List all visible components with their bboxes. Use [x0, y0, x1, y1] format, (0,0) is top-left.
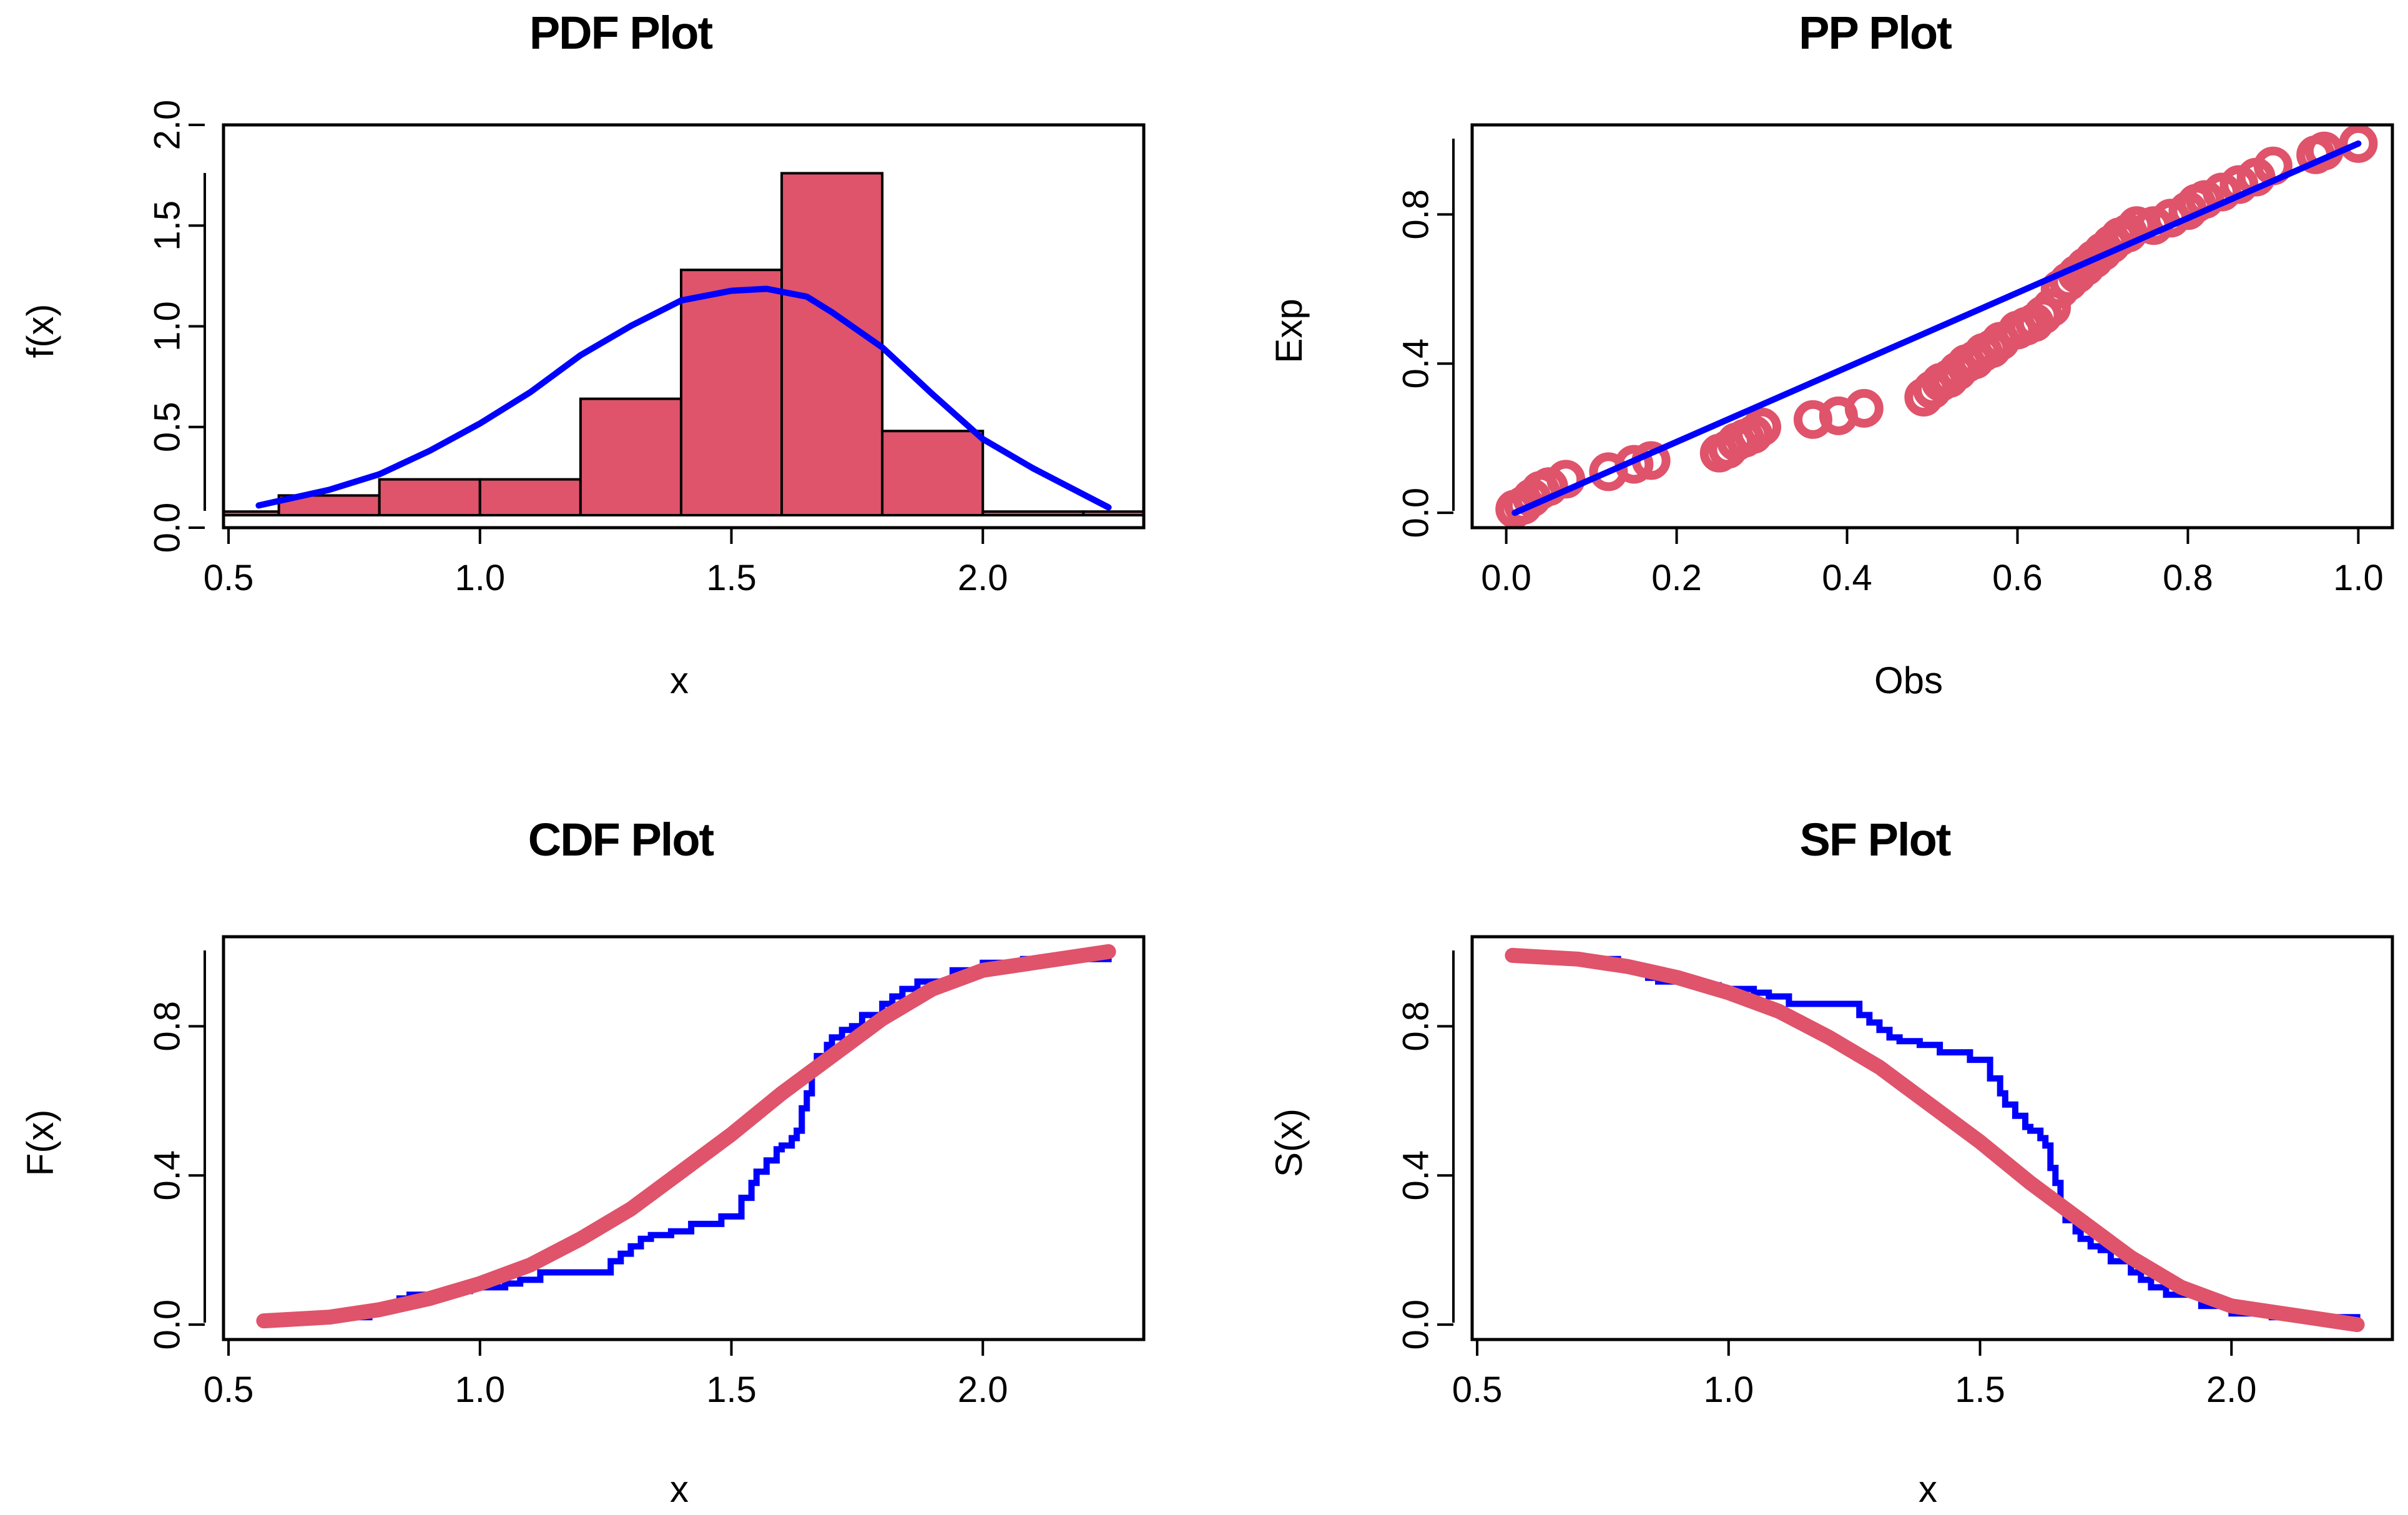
pdf-histogram-bar: [981, 510, 1085, 517]
cdf-y-tick-label: 0.4: [147, 1150, 188, 1201]
sf-y-axis-label: S(x): [1268, 1108, 1310, 1177]
pp-x-tick-label: 0.2: [1651, 558, 1702, 598]
pp-y-tick-label: 0.8: [1396, 189, 1437, 240]
sf-y-tick-label: 0.0: [1396, 1300, 1437, 1350]
pdf-histogram-bar: [378, 478, 481, 516]
pp-reference-line: [1511, 140, 2362, 516]
cdf-x-axis-label: x: [670, 1468, 689, 1510]
pp-point: [1546, 460, 1586, 499]
pdf-x-tick-label: 2.0: [958, 558, 1008, 598]
sf-x-tick-label: 1.0: [1703, 1369, 1754, 1410]
pdf-fitted-density-line: [255, 285, 1112, 511]
pdf-histogram-bar: [1082, 510, 1145, 517]
pdf-x-tick-label: 0.5: [204, 558, 254, 598]
sf-y-tick-label: 0.4: [1396, 1150, 1437, 1201]
cdf-y-axis-label: F(x): [19, 1110, 61, 1177]
pp-y-tick-label: 0.0: [1396, 488, 1437, 538]
sf-x-tick-label: 0.5: [1452, 1369, 1503, 1410]
pdf-histogram-bar: [679, 269, 784, 516]
pp-panel: PP Plot 0.0 0.2 0.4 0.6 0.8 1.0 0.0 0.4 0.8 Obs…: [1268, 7, 2394, 701]
pdf-histogram-bar: [780, 172, 884, 516]
pdf-title: PDF Plot: [529, 7, 713, 59]
pp-x-tick-label: 0.6: [1992, 558, 2043, 598]
pdf-histogram-bar: [478, 478, 582, 516]
cdf-fitted-line: [256, 944, 1116, 1329]
pp-point: [2339, 124, 2378, 163]
sf-y-axis: 0.0 0.4 0.8: [1396, 950, 1455, 1350]
cdf-x-tick-label: 0.5: [204, 1369, 254, 1410]
cdf-x-axis: 0.5 1.0 1.5 2.0: [204, 1338, 1008, 1410]
pdf-x-axis-label: x: [670, 659, 689, 701]
cdf-panel: CDF Plot 0.5 1.0 1.5 2.0 0.0 0.4 0.8 x F(x): [19, 814, 1146, 1510]
pp-y-axis: 0.0 0.4 0.8: [1396, 139, 1455, 538]
pdf-y-tick-label: 1.5: [147, 200, 188, 251]
pdf-y-axis: 0.0 0.5 1.0 1.5 2.0: [147, 100, 206, 553]
cdf-x-tick-label: 1.0: [455, 1369, 505, 1410]
pp-point: [1742, 407, 1782, 447]
sf-title: SF Plot: [1800, 814, 1951, 866]
pdf-panel: PDF Plot 0.5 1.0 1.5 2.0 0.00.51.01.52.0 x …: [19, 7, 1146, 701]
pp-x-tick-label: 0.0: [1481, 558, 1531, 598]
pdf-y-axis-label: f(x): [19, 304, 61, 358]
pp-x-axis-label: Obs: [1874, 659, 1943, 701]
pp-title: PP Plot: [1799, 7, 1952, 59]
sf-x-tick-label: 1.5: [1955, 1369, 2005, 1410]
pp-y-axis-label: Exp: [1268, 299, 1310, 363]
pdf-y-tick-label: 2.0: [147, 100, 188, 151]
cdf-y-tick-label: 0.8: [147, 1001, 188, 1052]
sf-x-axis: 0.5 1.0 1.5 2.0: [1452, 1338, 2257, 1410]
pdf-y-tick-label: 1.0: [147, 301, 188, 352]
cdf-x-tick-label: 1.5: [706, 1369, 757, 1410]
pdf-x-tick-label: 1.5: [706, 558, 757, 598]
pp-x-tick-label: 1.0: [2333, 558, 2384, 598]
pdf-histogram-bar: [222, 510, 280, 517]
cdf-y-axis: 0.0 0.4 0.8: [147, 950, 206, 1350]
pdf-x-tick-label: 1.0: [455, 558, 505, 598]
sf-panel: SF Plot 0.5 1.0 1.5 2.0 0.0 0.4 0.8 x S(x): [1268, 814, 2394, 1510]
sf-y-tick-label: 0.8: [1396, 1001, 1437, 1052]
pdf-x-axis: 0.5 1.0 1.5 2.0: [204, 526, 1008, 598]
pp-x-tick-label: 0.4: [1822, 558, 1872, 598]
sf-x-tick-label: 2.0: [2206, 1369, 2257, 1410]
pp-y-tick-label: 0.4: [1396, 338, 1437, 389]
pp-point: [1844, 388, 1884, 428]
pp-x-tick-label: 0.8: [2163, 558, 2213, 598]
pdf-y-tick-label: 0.0: [147, 503, 188, 553]
pp-x-axis: 0.0 0.2 0.4 0.6 0.8 1.0: [1481, 526, 2384, 598]
cdf-x-tick-label: 2.0: [958, 1369, 1008, 1410]
pdf-histogram-bar: [881, 430, 985, 517]
pdf-y-tick-label: 0.5: [147, 402, 188, 452]
pdf-histogram-bar: [579, 397, 682, 516]
sf-fitted-line: [1505, 947, 2365, 1333]
sf-x-axis-label: x: [1919, 1468, 1937, 1510]
cdf-y-tick-label: 0.0: [147, 1300, 188, 1350]
pdf-histogram: [222, 172, 1145, 517]
cdf-title: CDF Plot: [528, 814, 714, 866]
pp-point: [2032, 288, 2071, 327]
pp-scatter-points: [1495, 124, 2378, 529]
